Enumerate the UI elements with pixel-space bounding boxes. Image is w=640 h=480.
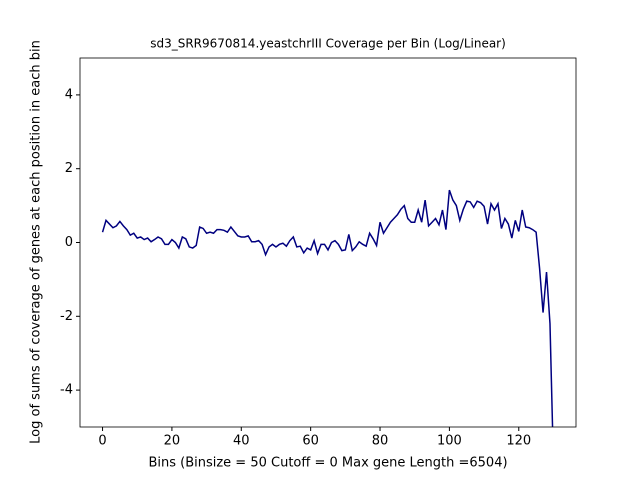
y-tick-label: 2 [65,161,73,176]
x-tick-label: 100 [437,434,462,449]
x-tick-label: 80 [372,434,389,449]
y-tick-label: 0 [65,235,73,250]
x-tick-label: 40 [233,434,250,449]
y-tick-label: -4 [60,383,73,398]
x-tick-label: 0 [98,434,106,449]
y-tick-label: 4 [65,87,73,102]
plot-frame [79,57,577,428]
x-tick-label: 20 [164,434,181,449]
x-tick-label: 120 [506,434,531,449]
y-tick-label: -2 [60,309,73,324]
x-axis-label: Bins (Binsize = 50 Cutoff = 0 Max gene L… [148,456,507,471]
chart-title: sd3_SRR9670814.yeastchrIII Coverage per … [150,37,506,51]
data-line [101,189,554,427]
y-axis-label: Log of sums of coverage of genes at each… [29,40,44,444]
x-tick-label: 60 [302,434,319,449]
